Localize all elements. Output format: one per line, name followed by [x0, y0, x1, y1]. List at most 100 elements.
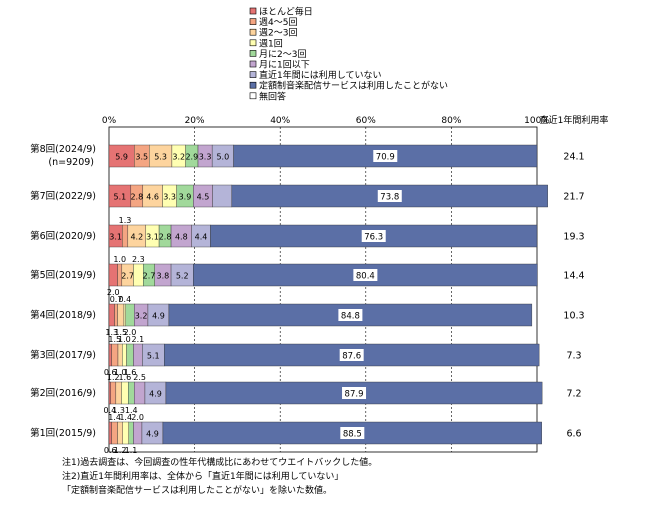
data-label: 73.8 — [380, 193, 399, 203]
data-label: 0.6 — [104, 368, 117, 377]
data-label: 4.4 — [195, 233, 208, 242]
data-label: 1.0 — [114, 368, 127, 377]
category-label: 第4回(2018/9) — [30, 309, 96, 321]
data-label: 1.6 — [118, 373, 131, 382]
legend-label: 月に2～3回 — [259, 49, 306, 60]
legend-swatch — [249, 18, 257, 25]
data-label: 2.5 — [133, 373, 146, 382]
data-label: 5.2 — [176, 272, 189, 281]
data-label-box — [342, 387, 367, 399]
bar-segment — [108, 421, 112, 445]
data-label: 0.7 — [110, 295, 123, 304]
data-label: 1.1 — [125, 446, 138, 455]
category-label: 第6回(2020/9) — [30, 230, 96, 242]
legend-swatch — [249, 39, 257, 47]
legend-label: 月に1回以下 — [259, 60, 310, 71]
data-label: 3.5 — [135, 153, 148, 162]
x-tick-label: 40% — [270, 116, 290, 126]
bar-segment — [111, 421, 118, 445]
bar-segment — [212, 184, 233, 208]
data-label: 2.3 — [132, 255, 145, 264]
data-label: 5.3 — [154, 153, 167, 162]
data-label: 5.0 — [216, 153, 229, 162]
data-label: 3.2 — [135, 312, 148, 321]
bar-segment — [108, 303, 115, 327]
bar-segment — [123, 303, 126, 327]
footnote-2: 注2)直近1年間利用率は、全体から「直近1年間には利用していない」 — [62, 472, 344, 482]
data-label: 2.8 — [130, 193, 143, 202]
category-label: 第8回(2024/9) — [30, 143, 96, 155]
legend-swatch — [249, 50, 257, 57]
bar-segment — [133, 421, 143, 445]
data-label: 2.7 — [121, 272, 134, 281]
legend-swatch — [249, 92, 257, 100]
data-label: 1.4 — [108, 413, 121, 422]
bar-segment — [108, 343, 112, 367]
data-label: 1.3 — [119, 216, 132, 225]
legend-swatch — [249, 7, 257, 15]
data-label-box — [361, 230, 386, 242]
data-label: 4.2 — [130, 233, 143, 242]
data-label: 1.4 — [125, 406, 138, 415]
x-tick-label: 20% — [185, 116, 205, 126]
data-label: 1.5 — [108, 335, 121, 344]
data-label: 2.0 — [124, 328, 137, 337]
bar-segment — [117, 303, 125, 327]
bar-segment — [121, 381, 129, 405]
data-label: 0.6 — [104, 446, 117, 455]
bar-segment — [110, 381, 117, 405]
usage-rate-value: 14.4 — [563, 271, 584, 282]
data-label: 87.9 — [345, 390, 364, 400]
usage-rate-value: 7.3 — [566, 351, 581, 362]
legend-swatch — [249, 71, 257, 78]
footnotes: 注1)過去調査は、今回調査の性年代構成比にあわせてウエイトバックした値。 注2)… — [62, 456, 377, 498]
usage-rate-value: 7.2 — [566, 389, 581, 400]
data-label: 5.1 — [147, 352, 160, 361]
data-label: 2.0 — [131, 413, 144, 422]
data-label: 3.3 — [199, 153, 212, 162]
data-label: 4.8 — [175, 233, 188, 242]
data-label: 3.3 — [163, 193, 176, 202]
data-label: 4.9 — [146, 430, 159, 439]
data-label: 2.9 — [185, 153, 198, 162]
bar-segment — [108, 381, 111, 405]
data-label: 1.3 — [105, 328, 118, 337]
footnote-3: 「定額制音楽配信サービスは利用したことがない」を除いた数値。 — [62, 486, 333, 496]
bar-segment — [108, 263, 118, 287]
data-label: 4.6 — [146, 193, 159, 202]
data-label: 4.9 — [149, 390, 162, 399]
data-label-box — [373, 150, 398, 162]
category-label: 第7回(2022/9) — [30, 190, 96, 202]
data-label-box — [339, 349, 364, 361]
data-label: 2.0 — [107, 288, 120, 297]
category-sublabel: (n=9209) — [48, 157, 94, 168]
bar-segment — [114, 303, 118, 327]
data-label: 1.4 — [119, 413, 132, 422]
footnote-1: 注1)過去調査は、今回調査の性年代構成比にあわせてウエイトバックした値。 — [62, 458, 378, 468]
usage-rate-value: 21.7 — [563, 192, 584, 203]
data-label: 2.1 — [132, 335, 145, 344]
data-label: 1.0 — [113, 255, 126, 264]
data-label: 88.5 — [343, 430, 362, 440]
bar-segment — [125, 303, 135, 327]
legend-label: 定額制音楽配信サービスは利用したことがない — [259, 80, 448, 92]
data-label-box — [377, 190, 402, 202]
legend-swatch — [249, 81, 257, 89]
bar-segment — [128, 421, 134, 445]
data-label: 4.9 — [152, 312, 165, 321]
right-column-title: 直近1年間利用率 — [540, 114, 609, 126]
legend-label: 週4～5回 — [259, 17, 297, 28]
data-label: 3.2 — [172, 153, 185, 162]
data-label: 0.4 — [103, 406, 116, 415]
data-label: 87.6 — [342, 352, 361, 362]
x-tick-label: 0% — [102, 116, 117, 126]
data-label: 76.3 — [364, 233, 383, 243]
bar-segment — [122, 224, 129, 248]
plot-frame — [108, 126, 538, 453]
data-label: 1.6 — [124, 368, 137, 377]
x-tick-label: 100% — [524, 116, 550, 126]
bar-segment — [111, 343, 119, 367]
data-label-box — [340, 427, 365, 439]
legend-label: 直近1年間には利用していない — [259, 69, 381, 81]
